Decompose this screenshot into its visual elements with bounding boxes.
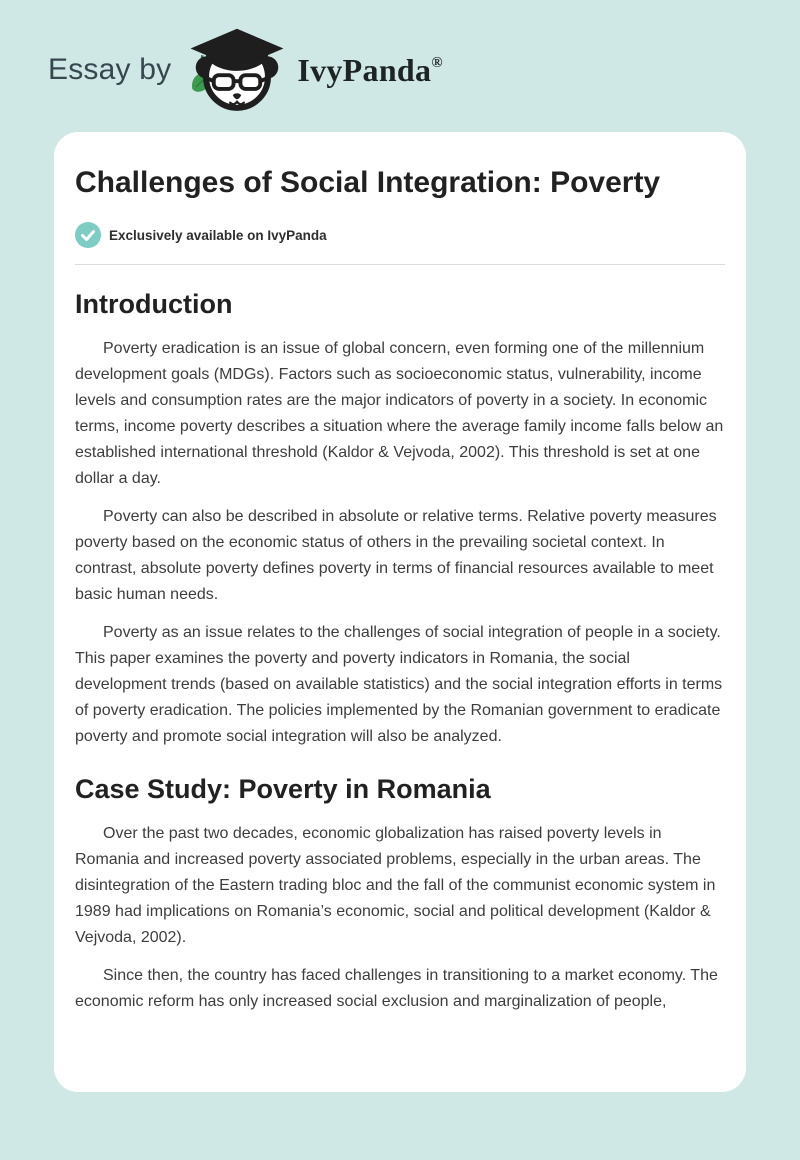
brand-text: IvyPanda bbox=[297, 51, 432, 88]
essay-by-label: Essay by bbox=[48, 53, 172, 86]
essay-card: Challenges of Social Integration: Povert… bbox=[54, 132, 746, 1092]
site-header: Essay by bbox=[0, 0, 800, 114]
registered-mark: ® bbox=[431, 54, 443, 71]
section-heading-case-study: Case Study: Poverty in Romania bbox=[75, 774, 491, 805]
check-icon bbox=[75, 222, 101, 248]
brand-name[interactable]: IvyPanda® bbox=[297, 52, 443, 89]
exclusive-badge-label: Exclusively available on IvyPanda bbox=[109, 227, 327, 243]
paragraph-case-2: Since then, the country has faced challe… bbox=[75, 967, 718, 1011]
divider bbox=[75, 264, 725, 265]
paragraph-case-1: Over the past two decades, economic glob… bbox=[75, 825, 716, 947]
essay-title: Challenges of Social Integration: Povert… bbox=[75, 166, 661, 199]
exclusive-badge: Exclusively available on IvyPanda bbox=[75, 222, 725, 248]
paragraph-intro-1: Poverty eradication is an issue of globa… bbox=[75, 340, 724, 488]
ivypanda-logo[interactable] bbox=[185, 27, 289, 113]
section-heading-introduction: Introduction bbox=[75, 289, 233, 319]
panda-logo-icon bbox=[190, 28, 284, 111]
paragraph-intro-2: Poverty can also be described in absolut… bbox=[75, 508, 717, 604]
paragraph-intro-3: Poverty as an issue relates to the chall… bbox=[75, 624, 723, 746]
